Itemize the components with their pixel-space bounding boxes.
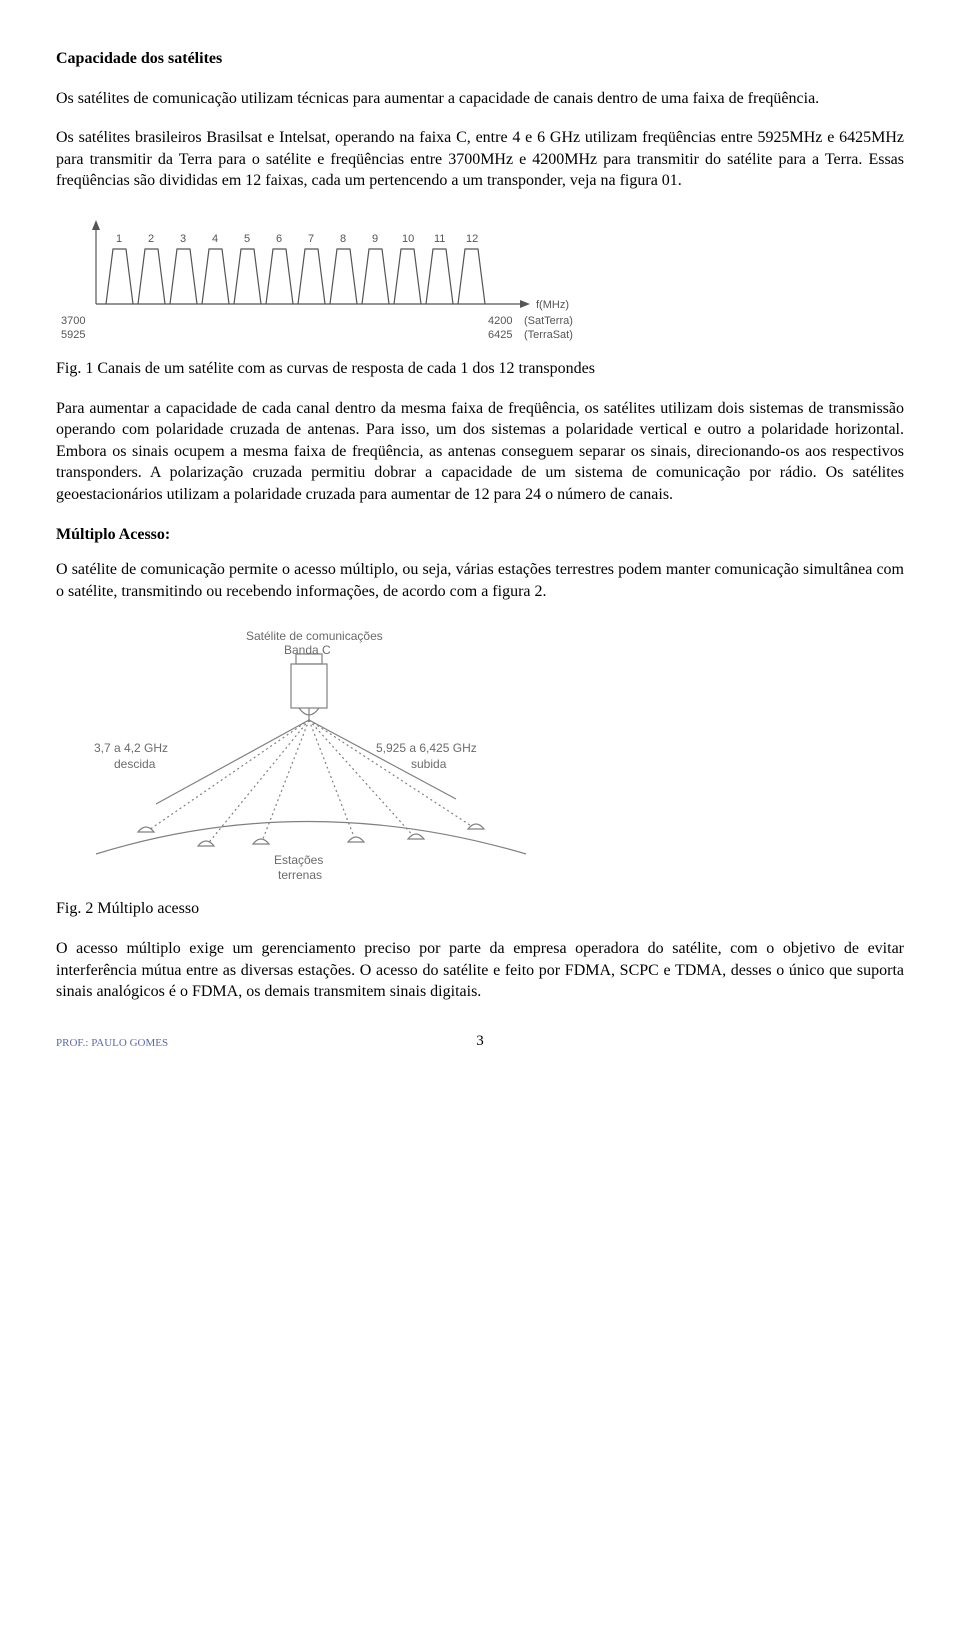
figure-1-caption: Fig. 1 Canais de um satélite com as curv… <box>56 358 904 380</box>
ch-7: 7 <box>308 233 314 245</box>
paragraph-access-mgmt: O acesso múltiplo exige um gerenciamento… <box>56 938 904 1003</box>
up-label-2: subida <box>411 757 447 771</box>
left-tick-5925: 5925 <box>61 329 85 341</box>
ch-8: 8 <box>340 233 346 245</box>
figure-2-multiple-access: Satélite de comunicações Banda C 3,7 a 4… <box>56 624 904 884</box>
ground-label-1: Estações <box>274 853 323 867</box>
ch-9: 9 <box>372 233 378 245</box>
page-footer: PROF.: PAULO GOMES 3 <box>56 1031 904 1051</box>
left-tick-3700: 3700 <box>61 315 85 327</box>
ch-5: 5 <box>244 233 250 245</box>
right-tick-4200: 4200 <box>488 315 512 327</box>
paragraph-intro: Os satélites de comunicação utilizam téc… <box>56 88 904 110</box>
figure-2-caption: Fig. 2 Múltiplo acesso <box>56 898 904 920</box>
ch-11: 11 <box>434 233 445 245</box>
paragraph-bands: Os satélites brasileiros Brasilsat e Int… <box>56 127 904 192</box>
subsection-multiple-access: Múltiplo Acesso: <box>56 524 904 546</box>
section-title-capacity: Capacidade dos satélites <box>56 48 904 70</box>
ch-6: 6 <box>276 233 282 245</box>
axis-f-label: f(MHz) <box>536 299 569 311</box>
ch-1: 1 <box>116 233 122 245</box>
ch-12: 12 <box>466 233 478 245</box>
ch-2: 2 <box>148 233 154 245</box>
paragraph-multiple-access: O satélite de comunicação permite o aces… <box>56 559 904 602</box>
ch-3: 3 <box>180 233 186 245</box>
down-label-2: descida <box>114 757 156 771</box>
ground-label-2: terrenas <box>278 868 322 882</box>
up-label-1: 5,925 a 6,425 GHz <box>376 741 477 755</box>
ch-4: 4 <box>212 233 218 245</box>
right-tick-6425: 6425 <box>488 329 512 341</box>
paragraph-polarization: Para aumentar a capacidade de cada canal… <box>56 398 904 506</box>
right-lbl-terrasat: (TerraSat) <box>524 329 573 341</box>
ch-10: 10 <box>402 233 414 245</box>
page-number: 3 <box>339 1031 622 1051</box>
sat-label-1: Satélite de comunicações <box>246 629 383 643</box>
figure-1-channels: 1 2 3 4 5 6 7 8 9 10 11 12 f(MHz) 3700 5… <box>56 214 904 344</box>
right-lbl-satterra: (SatTerra) <box>524 315 573 327</box>
footer-author: PROF.: PAULO GOMES <box>56 1036 339 1051</box>
sat-label-2: Banda C <box>284 643 331 657</box>
down-label-1: 3,7 a 4,2 GHz <box>94 741 168 755</box>
